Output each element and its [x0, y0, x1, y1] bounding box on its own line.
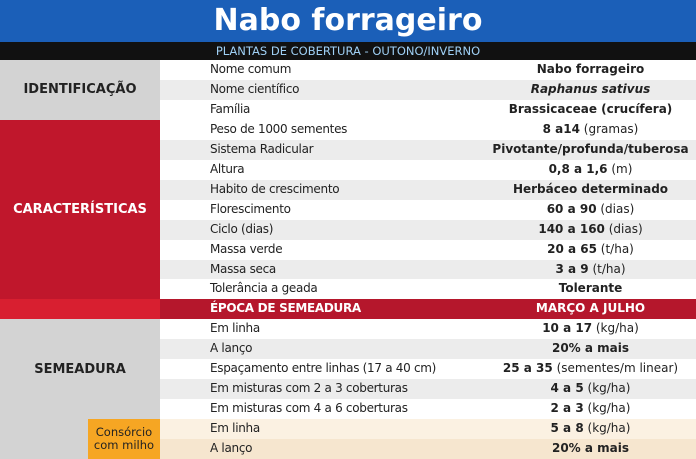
row-value-cell: 20 a 65 (t/ha) [485, 240, 696, 260]
row-name: Nome comum [210, 62, 292, 76]
row: Peso de 1000 sementes 8 a14 (gramas) [160, 119, 696, 140]
row-name: Altura [210, 161, 245, 176]
row-value: 20 a 65 [547, 241, 597, 256]
group-label: SEMEADURA [0, 319, 160, 420]
sowing-row: ÉPOCA DE SEMEADURA MARÇO A JULHO [160, 299, 696, 320]
row-value-cell: 20% a mais [485, 439, 696, 459]
subtitle: PLANTAS DE COBERTURA - OUTONO/INVERNO [0, 42, 696, 60]
row-value-cell: Brassicaceae (crucífera) [485, 100, 696, 120]
row-value: 3 a 9 [555, 261, 589, 276]
row: Massa verde 20 a 65 (t/ha) [160, 239, 696, 260]
row-name: Sistema Radicular [210, 141, 314, 156]
row: Nome comum Nabo forrageiro [160, 60, 696, 80]
row-name: Em linha [210, 421, 260, 436]
row: Florescimento 60 a 90 (dias) [160, 199, 696, 220]
row-value: 8 a14 [542, 121, 580, 136]
row: A lanço 20% a mais [160, 439, 696, 459]
row-value: 10 a 17 [542, 321, 593, 336]
row: Em linha 10 a 17 (kg/ha) [160, 319, 696, 340]
row: Espaçamento entre linhas (17 a 40 cm) 25 … [160, 359, 696, 380]
row-name: Massa verde [210, 241, 283, 256]
row-name: Ciclo (dias) [210, 221, 274, 236]
row: Em misturas com 4 a 6 coberturas 2 a 3 (k… [160, 399, 696, 420]
row-name: Habito de crescimento [210, 181, 340, 196]
row-name: Nome científico [210, 81, 300, 96]
row: Nome científico Raphanus sativus [160, 79, 696, 100]
row-value-cell: Raphanus sativus [485, 80, 696, 100]
row-value-cell: 10 a 17 (kg/ha) [485, 319, 696, 339]
row-value-cell: Nabo forrageiro [485, 60, 696, 80]
row-name: A lanço [210, 441, 253, 456]
sowing-name: ÉPOCA DE SEMEADURA [210, 301, 361, 316]
row-value-cell: 60 a 90 (dias) [485, 200, 696, 220]
title: Nabo forrageiro [0, 0, 696, 42]
sowing-band [0, 299, 160, 320]
row-unit: (kg/ha) [595, 321, 639, 336]
sowing-value: MARÇO A JULHO [535, 301, 646, 316]
row: Tolerância a geada Tolerante [160, 279, 696, 300]
row-value-cell: 25 a 35 (sementes/m linear) [485, 359, 696, 379]
row-unit: (kg/ha) [587, 381, 631, 396]
row-unit: (sementes/m linear) [556, 361, 679, 376]
row-value: Herbáceo determinado [512, 181, 669, 196]
row-value-cell: Pivotante/profunda/tuberosa [485, 140, 696, 160]
row-name: Peso de 1000 sementes [210, 121, 348, 136]
row-value: 20% a mais [551, 441, 630, 456]
row-value-cell: 3 a 9 (t/ha) [485, 260, 696, 280]
row-name: Tolerância a geada [210, 281, 318, 296]
row-unit: (kg/ha) [587, 421, 631, 436]
row-value: 2 a 3 [550, 401, 584, 416]
row-value: 60 a 90 [546, 201, 597, 216]
row-name: Em misturas com 4 a 6 coberturas [210, 401, 408, 416]
row: Sistema Radicular Pivotante/profunda/tube… [160, 139, 696, 160]
row-name: Família [210, 101, 251, 116]
row: Em misturas com 2 a 3 coberturas 4 a 5 (k… [160, 379, 696, 400]
row-unit: (dias) [608, 221, 643, 236]
row-value-cell: 0,8 a 1,6 (m) [485, 160, 696, 180]
row-name: Em linha [210, 321, 260, 336]
row-value: 25 a 35 [502, 361, 553, 376]
row: Família Brassicaceae (crucífera) [160, 99, 696, 120]
row-name: A lanço [210, 341, 253, 356]
row-value-cell: 8 a14 (gramas) [485, 120, 696, 140]
row-value: Tolerante [558, 281, 623, 296]
row: Habito de crescimento Herbáceo determinad… [160, 179, 696, 200]
row-value-cell: 5 a 8 (kg/ha) [485, 419, 696, 439]
group-label: CARACTERÍSTICAS [0, 119, 160, 300]
row-value: Nabo forrageiro [536, 62, 645, 76]
row-value-cell: 140 a 160 (dias) [485, 220, 696, 240]
row-value: 0,8 a 1,6 [548, 161, 608, 176]
row-unit: (kg/ha) [587, 401, 631, 416]
row: Em linha 5 a 8 (kg/ha) [160, 419, 696, 440]
group-label: Consórcio com milho [88, 419, 160, 459]
row-name: Em misturas com 2 a 3 coberturas [210, 381, 408, 396]
row-value: 5 a 8 [550, 421, 584, 436]
group-label: IDENTIFICAÇÃO [0, 60, 160, 120]
row: Ciclo (dias) 140 a 160 (dias) [160, 219, 696, 240]
row-unit: (t/ha) [600, 241, 634, 256]
row-name: Florescimento [210, 201, 291, 216]
row-value-cell: Herbáceo determinado [485, 180, 696, 200]
row-value-cell: 20% a mais [485, 339, 696, 359]
row-unit: (t/ha) [592, 261, 626, 276]
row-value-cell: 4 a 5 (kg/ha) [485, 379, 696, 399]
row-value: 4 a 5 [550, 381, 584, 396]
row: A lanço 20% a mais [160, 339, 696, 360]
row-value: Pivotante/profunda/tuberosa [492, 141, 689, 156]
row-value-cell: Tolerante [485, 279, 696, 299]
row-value: 140 a 160 [538, 221, 605, 236]
row-value: Raphanus sativus [530, 81, 651, 96]
row-unit: (m) [611, 161, 633, 176]
row-name: Espaçamento entre linhas (17 a 40 cm) [210, 361, 437, 376]
row-name: Massa seca [210, 261, 276, 276]
row-value: Brassicaceae (crucífera) [508, 101, 673, 116]
row-value: 20% a mais [551, 341, 630, 356]
row: Altura 0,8 a 1,6 (m) [160, 159, 696, 180]
row-unit: (gramas) [583, 121, 639, 136]
row: Massa seca 3 a 9 (t/ha) [160, 259, 696, 280]
row-unit: (dias) [600, 201, 635, 216]
row-value-cell: 2 a 3 (kg/ha) [485, 399, 696, 419]
